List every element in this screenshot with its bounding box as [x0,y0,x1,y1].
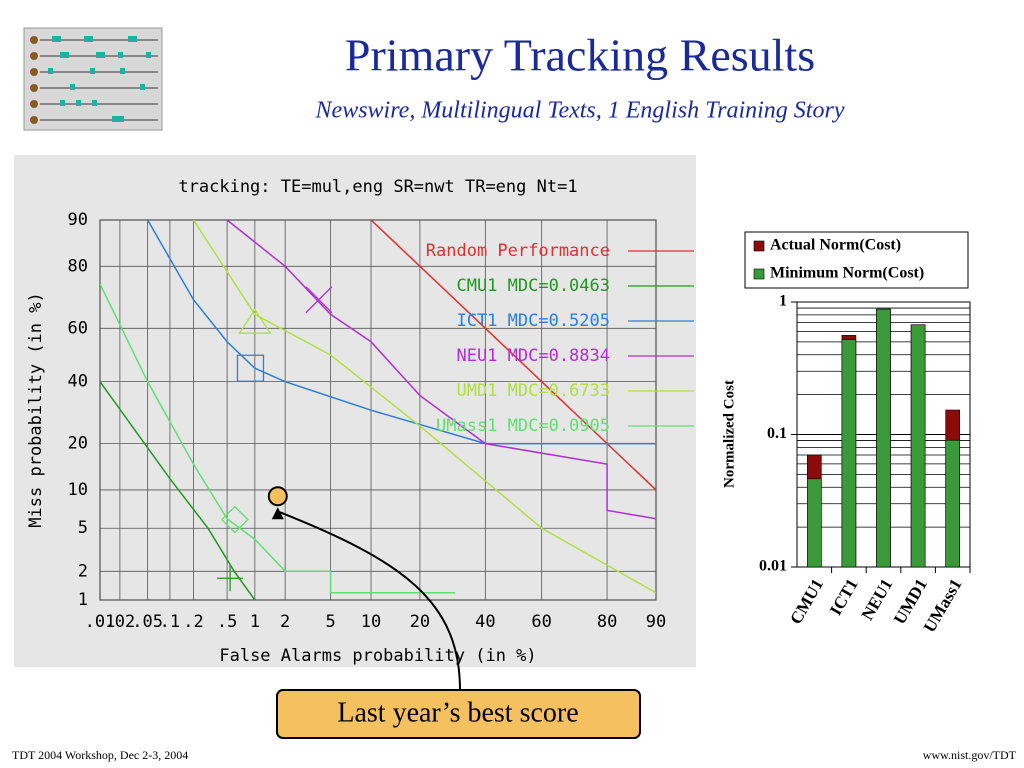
legend-label: Random Performance [426,241,610,261]
curves [100,220,656,600]
x-tick-label: ICT1 [826,575,862,618]
legend-swatch [753,240,765,252]
x-tick-label: .5 [217,612,237,632]
y-tick-label: 1 [78,590,88,610]
legend-label: ICT1 MDC=0.5205 [456,311,610,331]
det-curve [192,220,656,594]
x-tick-label: .02 [105,612,136,632]
legend-swatch [753,268,765,280]
x-tick-label: CMU1 [786,575,827,627]
x-tick-label: .05 [132,612,163,632]
bar [876,308,891,568]
legend-box [744,231,969,289]
legend-label: Actual Norm(Cost) [770,237,901,254]
x-tick-label: 20 [410,612,430,632]
legend-label: UMass1 MDC=0.0905 [436,416,610,436]
y-tick-label: 60 [68,318,88,338]
annotation-point [267,486,288,507]
bar [945,439,961,568]
det-panel [14,155,696,667]
x-tick-label: 80 [597,612,617,632]
x-axis-label: False Alarms probability (in %) [219,646,536,666]
mdc-marker [305,286,333,314]
x-tick-label: .1 [160,612,180,632]
y-tick-label: 20 [68,434,88,454]
slide-subtitle: Newswire, Multilingual Texts, 1 English … [315,98,845,124]
x-tick-label: .01 [85,612,116,632]
bar [841,339,857,568]
x-tick-label: .2 [183,612,203,632]
det-curve [146,220,656,445]
det-curve [226,220,656,520]
logo-icon [23,27,163,131]
x-tick-label: 10 [361,612,381,632]
y-tick-label: 5 [78,518,88,538]
det-curve [370,220,656,491]
annotation-arrow [279,511,461,691]
mdc-marker [238,308,272,334]
mdc-marker [236,354,265,382]
footer-right: www.nist.gov/TDT [923,748,1017,762]
annotation-text: Last year’s best score [337,697,578,728]
y-tick-label: 0.01 [759,558,787,575]
x-tick-label: 60 [531,612,551,632]
x-tick-label: 40 [475,612,495,632]
x-tick-label: 5 [325,612,335,632]
legend-label: UMD1 MDC=0.6733 [456,381,610,401]
y-tick-label: 0.1 [767,425,787,442]
mdc-marker [217,565,244,592]
annotation-arrowhead [271,507,284,520]
legend-label: CMU1 MDC=0.0463 [456,276,610,296]
y-tick-label: 1 [779,293,787,310]
x-tick-label: 2 [280,612,290,632]
y-tick-label: 10 [68,480,88,500]
legend-label: Minimum Norm(Cost) [770,265,924,282]
det-title: tracking: TE=mul,eng SR=nwt TR=eng Nt=1 [178,177,577,197]
bar [910,324,926,568]
annotation-box [276,689,641,739]
y-axis-label: Normalized Cost [721,380,737,488]
mdc-marker [220,505,249,534]
slide-title: Primary Tracking Results [345,30,815,81]
det-curve [100,381,256,600]
x-tick-label: 1 [250,612,260,632]
bar [806,478,822,568]
y-tick-label: 2 [78,561,88,581]
y-axis-label: Miss probability (in %) [26,292,46,527]
x-tick-label: 90 [646,612,666,632]
legend-label: NEU1 MDC=0.8834 [456,346,610,366]
y-tick-label: 40 [68,372,88,392]
det-curve [100,283,456,594]
y-tick-label: 80 [68,256,88,276]
y-tick-label: 90 [68,210,88,230]
plot-border [99,219,657,601]
footer-left: TDT 2004 Workshop, Dec 2-3, 2004 [12,748,188,762]
